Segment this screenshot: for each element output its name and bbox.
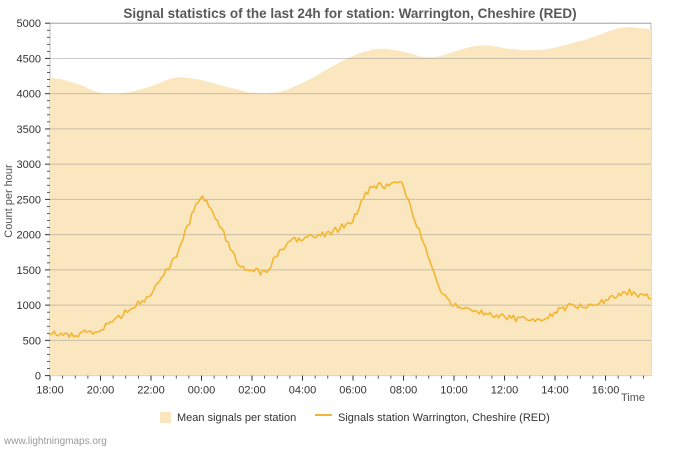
svg-text:02:00: 02:00: [238, 385, 266, 397]
svg-text:3000: 3000: [17, 159, 41, 171]
svg-text:12:00: 12:00: [491, 385, 519, 397]
svg-text:3500: 3500: [17, 124, 41, 136]
svg-text:1500: 1500: [17, 265, 41, 277]
svg-text:500: 500: [23, 335, 41, 347]
svg-text:0: 0: [35, 371, 41, 383]
svg-text:4000: 4000: [17, 89, 41, 101]
svg-text:10:00: 10:00: [440, 385, 468, 397]
svg-text:22:00: 22:00: [137, 385, 165, 397]
svg-text:1000: 1000: [17, 300, 41, 312]
svg-text:2500: 2500: [17, 194, 41, 206]
svg-text:14:00: 14:00: [541, 385, 569, 397]
svg-text:16:00: 16:00: [592, 385, 620, 397]
svg-text:00:00: 00:00: [188, 385, 216, 397]
svg-text:18:00: 18:00: [36, 385, 64, 397]
svg-text:20:00: 20:00: [87, 385, 115, 397]
svg-text:08:00: 08:00: [390, 385, 418, 397]
svg-text:06:00: 06:00: [339, 385, 367, 397]
svg-text:2000: 2000: [17, 230, 41, 242]
svg-text:04:00: 04:00: [289, 385, 317, 397]
svg-text:4500: 4500: [17, 53, 41, 65]
